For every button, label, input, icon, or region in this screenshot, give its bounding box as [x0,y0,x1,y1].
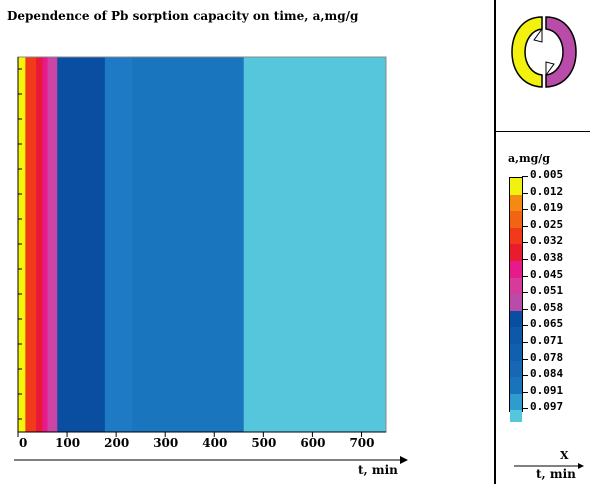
legend-level-label: 0.012 [530,184,564,198]
heatmap-band-3 [42,57,48,432]
legend-level-label: 0.032 [530,234,564,248]
legend-tick [522,242,528,244]
legend-row: 0.025 [508,216,588,245]
heatmap-band-4 [47,57,58,432]
legend-tick [522,391,528,393]
legend-title: a,mg/g [508,152,550,165]
legend-tick [522,308,528,310]
legend-swatch [510,343,522,361]
x-tick-label-700: 700 [349,436,374,450]
x-tick-label-400: 400 [202,436,227,450]
legend-level-label: 0.045 [530,267,564,281]
heatmap-band-6 [104,57,133,432]
logo-right-half [545,16,577,88]
legend-swatch [510,227,522,245]
legend-level-label: 0.097 [530,400,564,414]
legend-row: 0.045 [508,266,588,295]
legend-swatch [510,294,522,311]
legend-tick [522,325,528,327]
heatmap-band-8 [243,57,387,432]
legend-level-label: 0.065 [530,317,564,331]
legend-tick [522,341,528,343]
heatmap-band-5 [57,57,106,432]
legend: 0.005 0.012 0.019 0.025 0.032 0.038 0.045 0.051… [508,166,588,423]
heatmap-band-2 [36,57,44,432]
axis-corner-t-label: t, min [536,467,576,481]
legend-swatch [510,178,522,195]
heatmap-band-1 [25,57,37,432]
logo-left-half [511,16,543,88]
legend-tick [522,375,528,377]
legend-row: 0.058 [508,299,588,328]
axis-corner-arrow-icon [514,463,584,469]
legend-level-label: 0.078 [530,350,564,364]
legend-tick [522,275,528,277]
x-tick-label-300: 300 [153,436,178,450]
legend-tick [522,408,528,410]
legend-tick [522,292,528,294]
legend-level-label: 0.005 [530,168,564,181]
x-axis-label: t, min [358,463,398,477]
legend-swatch [510,327,522,344]
legend-level-label: 0.084 [530,367,564,381]
x-tick-label-200: 200 [104,436,129,450]
legend-row: 0.005 [508,166,588,195]
legend-row: 0.051 [508,282,588,311]
logo-inner-right [545,61,555,77]
legend-swatch [510,277,522,295]
chart-svg: 0 100 200 300 400 500 600 700 [14,56,408,464]
heatmap-band-7 [132,57,245,432]
legend-swatch [510,393,522,411]
axis-corner-x-label: X [560,449,569,462]
legend-swatch [510,194,522,212]
plot-panel: Dependence of Pb sorption capacity on ti… [7,9,408,477]
legend-level-label: 0.019 [530,201,564,215]
legend-tick [522,258,528,260]
chart-title: Dependence of Pb sorption capacity on ti… [7,9,359,23]
legend-row: 0.038 [508,249,588,278]
legend-level-label: 0.058 [530,300,564,314]
legend-swatch [510,211,522,228]
legend-swatch [510,360,522,378]
side-panel-divider [494,0,496,484]
legend-row: 0.071 [508,332,588,361]
legend-swatch [510,310,522,328]
legend-tick [522,176,528,177]
x-tick-label-600: 600 [300,436,325,450]
logo-icon [511,16,577,88]
legend-row: 0.019 [508,199,588,228]
x-tick-label-0: 0 [19,436,27,450]
legend-row: 0.065 [508,315,588,344]
legend-level-label: 0.071 [530,333,564,347]
legend-row: 0.032 [508,232,588,261]
legend-row: 0.091 [508,382,588,411]
x-tick-label-500: 500 [251,436,276,450]
x-tick-label-100: 100 [55,436,80,450]
x-axis-arrow-head-icon [400,456,408,464]
legend-row: 0.097 [508,398,588,423]
side-panel-separator [494,131,590,132]
legend-level-label: 0.025 [530,217,564,231]
legend-tick [522,192,528,194]
legend-row: 0.084 [508,365,588,394]
legend-tick [522,225,528,227]
logo-inner-left [533,27,543,43]
legend-swatch [510,260,522,278]
legend-tick [522,209,528,211]
legend-level-label: 0.051 [530,284,564,298]
legend-level-label: 0.038 [530,250,564,264]
legend-row: 0.012 [508,183,588,212]
legend-swatch [510,410,522,423]
legend-swatch [510,377,522,394]
legend-row: 0.078 [508,349,588,378]
legend-swatch [510,244,522,261]
legend-tick [522,358,528,360]
legend-level-label: 0.091 [530,383,564,397]
